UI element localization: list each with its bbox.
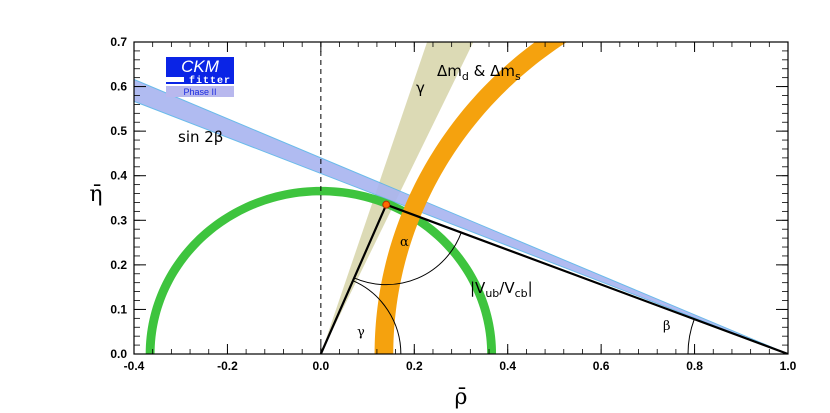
dm-text: Δm: [437, 62, 462, 80]
vub-close: |: [528, 279, 533, 297]
y-tick-label: 0.4: [110, 169, 127, 183]
dm-amp-text: & Δm: [469, 62, 515, 80]
gamma-angle-label: γ: [357, 325, 365, 340]
vub-slash: /V: [499, 279, 515, 297]
x-tick-label: 0.2: [406, 359, 423, 373]
vub-sub-ub: ub: [485, 287, 499, 300]
x-tick-label: 0.8: [686, 359, 703, 373]
y-tick-label: 0.7: [110, 35, 127, 49]
y-tick-label: 0.6: [110, 80, 127, 94]
dm-sub-d: d: [462, 70, 469, 83]
logo-ckm-text: CKM: [181, 57, 220, 76]
beta-angle-arc: [687, 318, 695, 354]
alpha-label: α: [400, 235, 409, 250]
unitarity-triangle: [319, 42, 788, 354]
y-tick-label: 0.2: [110, 258, 127, 272]
x-tick-label: -0.2: [217, 359, 238, 373]
sin2beta-label: sin 2β: [178, 128, 223, 146]
x-tick-label: -0.4: [124, 359, 145, 373]
alpha-angle-arc: [353, 232, 462, 286]
dm-sub-s: s: [515, 70, 521, 83]
y-axis-title: η̄: [89, 182, 102, 207]
logo-fitter-text: fitter: [189, 75, 231, 87]
x-axis-title: ρ̄: [455, 385, 468, 410]
sin2beta-constraint-band: [134, 78, 788, 354]
y-tick-label: 0.5: [110, 124, 127, 138]
y-tick-label: 0.1: [110, 302, 127, 316]
plot-frame: [133, 41, 789, 355]
ckmfitter-logo: CKM fitter Phase II: [166, 57, 234, 97]
y-tick-label: 0.0: [110, 347, 127, 361]
logo-white-strip: [166, 77, 184, 82]
constraint-bands: [134, 42, 788, 354]
vub-label: |Vub/Vcb|: [470, 279, 533, 300]
x-tick-label: 0.0: [313, 359, 330, 373]
logo-top-box: [166, 57, 234, 75]
x-tick-label: 1.0: [780, 359, 797, 373]
beta-label: β: [663, 319, 671, 334]
plot-area: [134, 42, 788, 354]
axes: -0.4 -0.2 0.0 0.2 0.4 0.6 0.8 1.0 0.0 0.1 0.2 0.3 0.…: [110, 35, 796, 373]
vub-open: |V: [470, 279, 486, 297]
dm-label: Δmd & Δms: [437, 62, 521, 83]
gamma-band-label: γ: [416, 79, 425, 97]
gamma-angle-arc: [352, 280, 402, 354]
vub-sub-cb: cb: [515, 287, 528, 300]
delta-m-constraint-band: [374, 42, 567, 354]
logo-bottom-box: [166, 75, 234, 84]
y-tick-label: 0.3: [110, 213, 127, 227]
x-tick-label: 0.6: [593, 359, 610, 373]
logo-caption-text: Phase II: [183, 87, 216, 97]
logo-caption-box: [166, 86, 234, 97]
x-tick-label: 0.4: [499, 359, 516, 373]
apex-marker: [382, 200, 391, 209]
